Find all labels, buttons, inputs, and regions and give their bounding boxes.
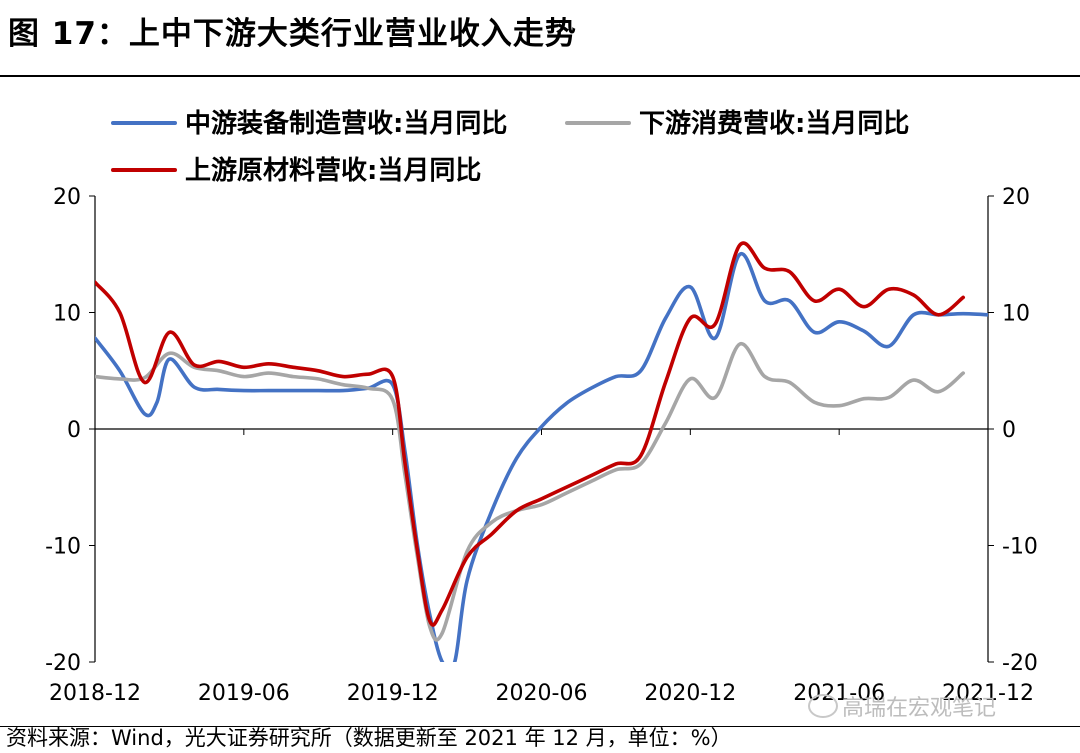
legend-label-2: 下游消费营收:当月同比	[639, 109, 909, 139]
x-tick-label: 2019-06	[198, 681, 290, 706]
y-tick-label-left: 0	[67, 418, 81, 443]
x-tick-label: 2018-12	[49, 681, 141, 706]
source-rule	[0, 726, 1080, 727]
x-tick-label: 2019-12	[347, 681, 439, 706]
y-tick-label-right: 10	[1002, 302, 1030, 327]
y-tick-label-right: 20	[1002, 185, 1030, 210]
legend-label-3: 上游原材料营收:当月同比	[185, 156, 481, 186]
x-tick-label: 2021-12	[942, 681, 1034, 706]
y-tick-label-right: -10	[1002, 535, 1038, 560]
watermark: 高瑞在宏观笔记	[808, 690, 996, 722]
x-tick-label: 2020-06	[496, 681, 588, 706]
series-line-2	[95, 342, 965, 642]
y-tick-label-left: -20	[45, 651, 81, 676]
y-tick-label-right: -20	[1002, 651, 1038, 676]
watermark-text: 高瑞在宏观笔记	[842, 696, 997, 721]
y-tick-label-left: 20	[53, 185, 81, 210]
x-tick-label: 2020-12	[644, 681, 736, 706]
source-note: 资料来源：Wind，光大证券研究所（数据更新至 2021 年 12 月，单位：%…	[6, 726, 732, 750]
wechat-icon	[808, 694, 838, 718]
title-rule	[0, 75, 1080, 77]
y-tick-label-left: -10	[45, 535, 81, 560]
series-line-1	[95, 252, 988, 662]
y-tick-label-left: 10	[53, 302, 81, 327]
figure-title: 图 17：上中下游大类行业营业收入走势	[8, 16, 577, 52]
legend-label-1: 中游装备制造营收:当月同比	[185, 109, 507, 139]
series-line-3	[95, 241, 965, 627]
y-tick-label-right: 0	[1002, 418, 1016, 443]
